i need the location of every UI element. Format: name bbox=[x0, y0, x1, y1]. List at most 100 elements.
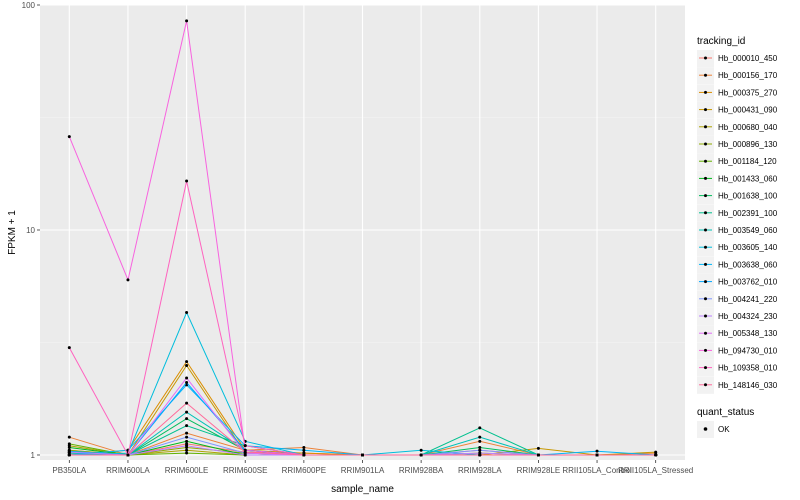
status-legend-label: OK bbox=[718, 425, 730, 434]
legend-label: Hb_001184_120 bbox=[718, 157, 777, 166]
legend-entry: Hb_005348_130 bbox=[697, 325, 778, 343]
x-tick-label: RRIM928BA bbox=[399, 466, 444, 475]
legend-key-point bbox=[704, 56, 707, 60]
data-point bbox=[185, 451, 189, 455]
data-point bbox=[185, 363, 189, 367]
legend-label: Hb_001638_100 bbox=[718, 192, 778, 201]
legend-entry: Hb_004241_220 bbox=[697, 290, 778, 308]
data-point bbox=[67, 346, 71, 350]
legend-key-point bbox=[704, 348, 707, 352]
series-layer bbox=[67, 19, 658, 457]
legend-label: Hb_000431_090 bbox=[718, 106, 778, 115]
legend-entry: Hb_003549_060 bbox=[697, 222, 778, 239]
legend-entry: Hb_000896_130 bbox=[697, 136, 778, 153]
data-point bbox=[185, 435, 189, 439]
legend-key-point bbox=[704, 90, 707, 94]
data-point bbox=[654, 453, 658, 457]
legend-label: Hb_003549_060 bbox=[718, 226, 778, 235]
data-point bbox=[67, 450, 71, 454]
series-Hb_148146_030 bbox=[67, 401, 658, 457]
legend-key-point bbox=[704, 142, 707, 146]
x-tick-label: RRII105LA_Stressed bbox=[618, 466, 693, 475]
x-tick-label: RRIM901LA bbox=[341, 466, 385, 475]
legend-label: Hb_003762_010 bbox=[718, 278, 778, 287]
axes: 1 10 100 PB350LA RRIM600LA RRIM600LE RRIM600SE… bbox=[7, 1, 693, 495]
legend-title: tracking_id bbox=[697, 36, 745, 47]
legend-key-point bbox=[704, 159, 707, 163]
x-tick-label: RRIM928LA bbox=[458, 466, 502, 475]
legend-key-point bbox=[704, 125, 707, 129]
legend-key-point bbox=[704, 280, 707, 284]
legend-label: Hb_000680_040 bbox=[718, 123, 778, 132]
data-point bbox=[478, 426, 482, 430]
data-point bbox=[654, 450, 658, 454]
legend-entry: Hb_094730_010 bbox=[697, 342, 778, 360]
y-tick-label: 10 bbox=[26, 226, 35, 235]
legend-key-point bbox=[704, 228, 707, 232]
legend-label: Hb_003638_060 bbox=[718, 260, 778, 269]
data-point bbox=[185, 179, 189, 183]
data-point bbox=[478, 448, 482, 452]
x-tick-label: RRIM928LE bbox=[517, 466, 561, 475]
data-point bbox=[478, 435, 482, 439]
data-point bbox=[302, 453, 306, 457]
legend-key-point bbox=[704, 194, 707, 198]
data-point bbox=[478, 453, 482, 457]
legend-label: Hb_000896_130 bbox=[718, 140, 778, 149]
legend-entry: Hb_002391_100 bbox=[697, 204, 778, 222]
legend-entry: Hb_003605_140 bbox=[697, 239, 778, 257]
legend-label: Hb_004324_230 bbox=[718, 312, 778, 321]
legend-label: Hb_000156_170 bbox=[718, 71, 778, 80]
legend-label: Hb_109358_010 bbox=[718, 364, 778, 373]
status-legend-entry: OK bbox=[697, 421, 730, 438]
data-point bbox=[302, 445, 306, 449]
legend-key-point bbox=[704, 297, 707, 301]
y-tick-label: 100 bbox=[22, 1, 36, 10]
data-point bbox=[243, 450, 247, 454]
legend-entry: Hb_000156_170 bbox=[697, 67, 778, 85]
data-point bbox=[67, 435, 71, 439]
legend-entry: Hb_001433_060 bbox=[697, 170, 778, 188]
legend-key-point bbox=[704, 262, 707, 266]
y-tick-label: 1 bbox=[31, 451, 36, 460]
data-point bbox=[67, 453, 71, 457]
data-point bbox=[536, 446, 540, 450]
data-point bbox=[185, 448, 189, 452]
data-point bbox=[419, 453, 423, 457]
legend-label: Hb_003605_140 bbox=[718, 243, 778, 252]
legend-label: Hb_000375_270 bbox=[718, 88, 778, 97]
x-tick-label: RRIM600SE bbox=[223, 466, 267, 475]
legend-key-point bbox=[704, 331, 707, 335]
legend-key-point bbox=[704, 73, 707, 77]
data-point bbox=[185, 310, 189, 314]
legend-key-point bbox=[704, 314, 707, 318]
data-point bbox=[185, 417, 189, 421]
data-point bbox=[302, 448, 306, 452]
legend-label: Hb_094730_010 bbox=[718, 346, 778, 355]
x-tick-label: RRII105LA_Control bbox=[562, 466, 632, 475]
data-point bbox=[67, 445, 71, 449]
legend-entry: Hb_001638_100 bbox=[697, 187, 778, 205]
legend-entry: Hb_001184_120 bbox=[697, 153, 777, 171]
data-point bbox=[536, 453, 540, 457]
data-point bbox=[185, 424, 189, 428]
legend-label: Hb_000010_450 bbox=[718, 54, 778, 63]
data-point bbox=[243, 444, 247, 448]
legend-entry: Hb_000010_450 bbox=[697, 50, 778, 67]
data-point bbox=[126, 278, 130, 282]
legend: tracking_id Hb_000010_450 Hb_000156_170 Hb_… bbox=[697, 36, 778, 438]
y-axis-title: FPKM + 1 bbox=[7, 210, 18, 255]
legend-key-point bbox=[704, 108, 707, 112]
data-point bbox=[478, 445, 482, 449]
data-point bbox=[595, 449, 599, 453]
data-point bbox=[185, 19, 189, 23]
legend-entry: Hb_003638_060 bbox=[697, 256, 778, 274]
legend-entry: Hb_003762_010 bbox=[697, 273, 778, 291]
data-point bbox=[185, 439, 189, 443]
status-legend-point bbox=[703, 427, 708, 431]
x-tick-label: RRIM600LE bbox=[165, 466, 209, 475]
data-point bbox=[185, 376, 189, 380]
data-point bbox=[185, 431, 189, 435]
data-point bbox=[185, 444, 189, 448]
